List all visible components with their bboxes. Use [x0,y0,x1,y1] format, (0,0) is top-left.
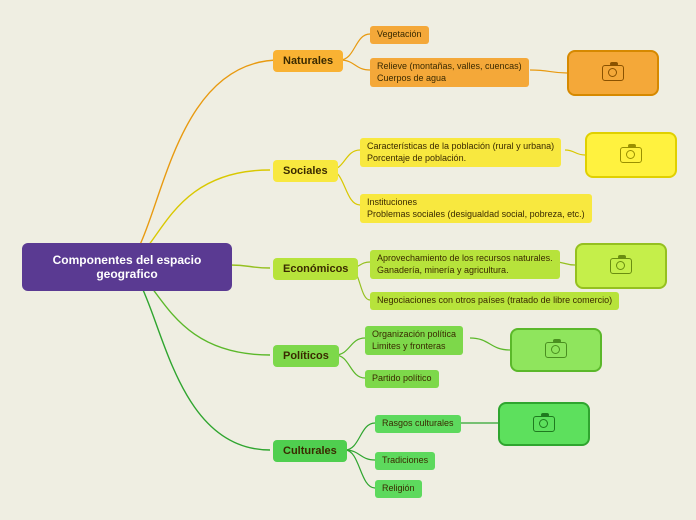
branch-culturales-label: Culturales [283,445,337,457]
root-node[interactable]: Componentes del espacio geografico [22,243,232,291]
branch-politicos-label: Políticos [283,350,329,362]
leaf-sociales-1-text: InstitucionesProblemas sociales (desigua… [367,197,585,219]
camera-icon [610,258,632,274]
card-sociales[interactable] [585,132,677,178]
leaf-politicos-0[interactable]: Organización políticaLimites y fronteras [365,326,463,355]
leaf-politicos-0-text: Organización políticaLimites y fronteras [372,329,456,351]
leaf-culturales-0-text: Rasgos culturales [382,418,454,428]
leaf-sociales-0-text: Características de la población (rural y… [367,141,554,163]
branch-culturales[interactable]: Culturales [273,440,347,462]
leaf-politicos-1-text: Partido político [372,373,432,383]
leaf-culturales-1[interactable]: Tradiciones [375,452,435,470]
branch-politicos[interactable]: Políticos [273,345,339,367]
leaf-naturales-0[interactable]: Vegetación [370,26,429,44]
leaf-naturales-1[interactable]: Relieve (montañas, valles, cuencas)Cuerp… [370,58,529,87]
leaf-culturales-1-text: Tradiciones [382,455,428,465]
branch-naturales[interactable]: Naturales [273,50,343,72]
leaf-politicos-1[interactable]: Partido político [365,370,439,388]
leaf-naturales-0-text: Vegetación [377,29,422,39]
leaf-culturales-0[interactable]: Rasgos culturales [375,415,461,433]
camera-icon [602,65,624,81]
leaf-economicos-1-text: Negociaciones con otros países (tratado … [377,295,612,305]
branch-naturales-label: Naturales [283,55,333,67]
leaf-culturales-2[interactable]: Religión [375,480,422,498]
card-culturales[interactable] [498,402,590,446]
camera-icon [533,416,555,432]
leaf-sociales-1[interactable]: InstitucionesProblemas sociales (desigua… [360,194,592,223]
branch-sociales-label: Sociales [283,165,328,177]
branch-sociales[interactable]: Sociales [273,160,338,182]
card-politicos[interactable] [510,328,602,372]
card-naturales[interactable] [567,50,659,96]
root-label: Componentes del espacio geografico [53,253,202,281]
card-economicos[interactable] [575,243,667,289]
leaf-economicos-0[interactable]: Aprovechamiento de los recursos naturale… [370,250,560,279]
camera-icon [545,342,567,358]
leaf-sociales-0[interactable]: Características de la población (rural y… [360,138,561,167]
leaf-economicos-1[interactable]: Negociaciones con otros países (tratado … [370,292,619,310]
leaf-economicos-0-text: Aprovechamiento de los recursos naturale… [377,253,553,275]
branch-economicos[interactable]: Económicos [273,258,358,280]
leaf-culturales-2-text: Religión [382,483,415,493]
branch-economicos-label: Económicos [283,263,348,275]
leaf-naturales-1-text: Relieve (montañas, valles, cuencas)Cuerp… [377,61,522,83]
camera-icon [620,147,642,163]
